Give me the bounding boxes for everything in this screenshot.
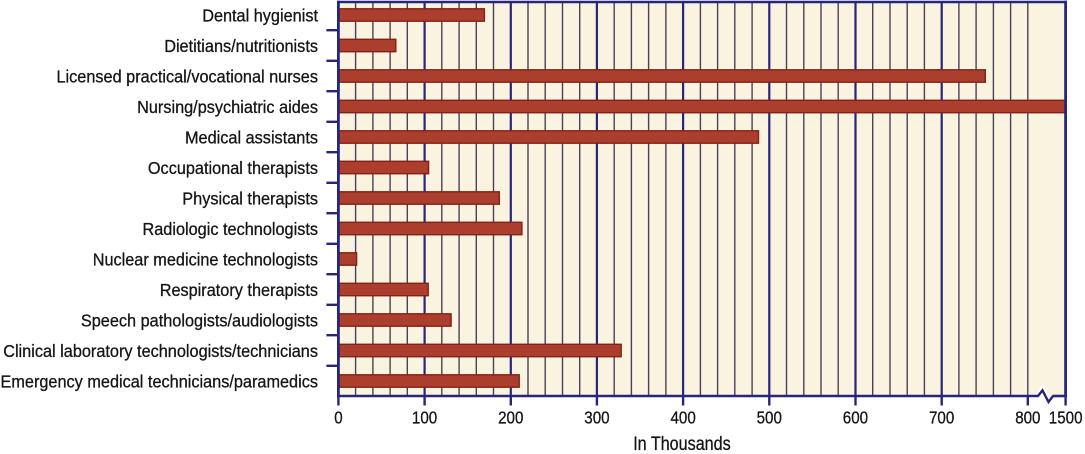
svg-text:Occupational therapists: Occupational therapists [148,158,318,178]
svg-text:Speech pathologists/audiologis: Speech pathologists/audiologists [81,310,318,330]
svg-text:Nuclear medicine technologists: Nuclear medicine technologists [93,249,319,269]
svg-text:1500: 1500 [1049,407,1083,427]
svg-text:0: 0 [334,407,343,427]
svg-text:Nursing/psychiatric aides: Nursing/psychiatric aides [137,97,318,117]
svg-text:Respiratory therapists: Respiratory therapists [160,280,319,300]
svg-text:100: 100 [412,407,438,427]
svg-text:In Thousands: In Thousands [633,434,731,454]
svg-text:500: 500 [757,407,783,427]
svg-text:Radiologic technologists: Radiologic technologists [143,219,319,239]
svg-text:Physical therapists: Physical therapists [182,188,318,208]
svg-text:Dental hygienist: Dental hygienist [202,5,318,25]
svg-text:Licensed practical/vocational: Licensed practical/vocational nurses [57,66,319,86]
svg-text:600: 600 [843,407,869,427]
svg-text:300: 300 [584,407,610,427]
svg-text:Clinical laboratory technologi: Clinical laboratory technologists/techni… [3,341,318,361]
svg-text:Dietitians/nutritionists: Dietitians/nutritionists [164,36,318,56]
svg-text:400: 400 [671,407,697,427]
svg-text:Medical assistants: Medical assistants [185,127,318,147]
svg-text:200: 200 [498,407,524,427]
svg-text:700: 700 [929,407,955,427]
svg-text:Emergency medical technicians/: Emergency medical technicians/paramedics [1,371,319,391]
svg-text:800: 800 [1015,407,1041,427]
